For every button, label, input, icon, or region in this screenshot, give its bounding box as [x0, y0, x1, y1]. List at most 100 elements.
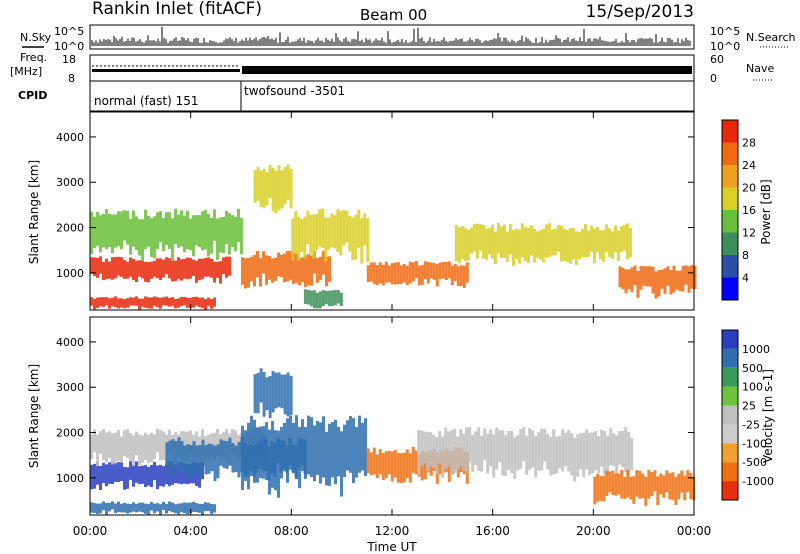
- nave-label: Nave: [746, 62, 774, 75]
- power-echo-cell: [117, 211, 120, 247]
- velocity-echo-cell: [647, 469, 651, 499]
- power-echo-cell: [325, 256, 328, 287]
- velocity-echo-cell: [617, 473, 621, 495]
- power-echo-cell: [630, 267, 634, 293]
- power-echo-cell: [301, 257, 304, 282]
- power-echo-cell: [147, 297, 150, 309]
- colorbar-swatch: [722, 348, 738, 368]
- power-echo-cell: [633, 265, 637, 285]
- power-ylabel: Slant Range [km]: [27, 160, 41, 264]
- velocity-echo-cell: [256, 427, 259, 483]
- power-echo-cell: [277, 252, 280, 277]
- power-echo-cell: [306, 289, 310, 305]
- velocity-echo-cell: [375, 454, 379, 478]
- velocity-echo-cell: [135, 431, 138, 456]
- power-echo-cell: [289, 168, 293, 209]
- freq-trace-twofsound: [242, 66, 692, 74]
- power-echo-cell: [280, 170, 284, 209]
- power-echo-cell: [505, 231, 509, 262]
- y-tick-label: 4000: [56, 336, 84, 349]
- velocity-echo-cell: [630, 438, 634, 471]
- freq-unit-label: [MHz]: [10, 65, 42, 78]
- power-echo-cell: [93, 299, 96, 310]
- velocity-echo-cell: [325, 431, 328, 486]
- power-echo-cell: [454, 225, 458, 262]
- velocity-echo-cell: [366, 448, 370, 474]
- velocity-echo-cell: [171, 439, 175, 469]
- colorbar-frame: [721, 329, 739, 501]
- power-echo-cell: [189, 258, 192, 279]
- velocity-echo-cell: [135, 461, 138, 483]
- velocity-echo-cell: [213, 445, 217, 482]
- velocity-echo-cell: [123, 430, 126, 457]
- power-echo-cell: [114, 214, 117, 248]
- power-echo-cell: [526, 228, 530, 263]
- power-echo-cell: [219, 261, 222, 284]
- power-echo-cell: [444, 262, 448, 280]
- velocity-echo-cell: [144, 465, 147, 488]
- velocity-echo-cell: [105, 464, 108, 487]
- power-echo-cell: [384, 261, 388, 283]
- velocity-echo-cell: [150, 464, 153, 488]
- velocity-echo-cell: [144, 432, 147, 460]
- velocity-echo-cell: [396, 452, 400, 483]
- power-echo-cell: [678, 270, 682, 292]
- velocity-echo-cell: [552, 429, 556, 475]
- power-echo-cell: [129, 257, 132, 277]
- velocity-echo-cell: [597, 436, 601, 474]
- velocity-echo-cell: [480, 435, 484, 472]
- power-echo-cell: [463, 228, 467, 262]
- velocity-echo-cell: [162, 466, 165, 487]
- y-tick-label: 3000: [56, 381, 84, 394]
- velocity-echo-cell: [605, 470, 609, 496]
- velocity-echo-cell: [265, 377, 269, 411]
- velocity-echo-cell: [153, 434, 156, 460]
- power-echo-cell: [132, 258, 135, 281]
- power-echo-cell: [234, 216, 237, 252]
- freq-trace-normal: [92, 69, 240, 72]
- station-title: Rankin Inlet (fitACF): [92, 0, 262, 19]
- power-echo-cell: [241, 257, 244, 285]
- velocity-echo-cell: [129, 503, 132, 513]
- velocity-echo-cell: [483, 428, 487, 461]
- date-label: 15/Sep/2013: [586, 2, 694, 22]
- velocity-echo-cell: [195, 462, 198, 486]
- power-echo-cell: [207, 257, 210, 277]
- velocity-echo-cell: [289, 375, 293, 416]
- velocity-echo-cell: [262, 426, 265, 479]
- power-echo-cell: [207, 213, 210, 257]
- power-echo-cell: [174, 208, 177, 245]
- power-echo-cell: [628, 227, 632, 258]
- velocity-echo-cell: [399, 453, 403, 483]
- velocity-echo-cell: [462, 433, 466, 471]
- colorbar-tick-label: 28: [742, 137, 756, 150]
- velocity-echo-cell: [408, 453, 412, 483]
- power-echo-cell: [105, 258, 108, 279]
- power-echo-cell: [411, 262, 415, 282]
- power-echo-cell: [469, 227, 473, 254]
- power-echo-cell: [312, 290, 316, 309]
- time-axis-label: Time UT: [366, 540, 417, 554]
- velocity-echo-cell: [99, 466, 102, 490]
- velocity-echo-cell: [414, 450, 418, 475]
- velocity-echo-cell: [120, 436, 123, 463]
- velocity-echo-cell: [522, 426, 526, 462]
- power-echo-cell: [327, 290, 331, 307]
- power-echo-cell: [201, 297, 204, 309]
- power-echo-cell: [435, 263, 439, 287]
- power-echo-cell: [693, 265, 697, 289]
- velocity-echo-cell: [286, 372, 290, 417]
- power-echo-cell: [150, 297, 153, 309]
- noise-panel-frame: [89, 24, 695, 50]
- power-echo-cell: [183, 296, 186, 306]
- x-tick-label: 08:00: [274, 524, 309, 538]
- velocity-echo-cell: [141, 502, 144, 513]
- velocity-echo-cell: [498, 430, 502, 462]
- velocity-echo-cell: [612, 433, 616, 467]
- power-echo-cell: [642, 266, 646, 286]
- velocity-echo-cell: [602, 476, 606, 502]
- colorbar-tick-label: 1000: [742, 343, 770, 356]
- power-echo-cell: [129, 297, 132, 306]
- power-echo-cell: [687, 266, 691, 293]
- velocity-echo-cell: [138, 466, 141, 485]
